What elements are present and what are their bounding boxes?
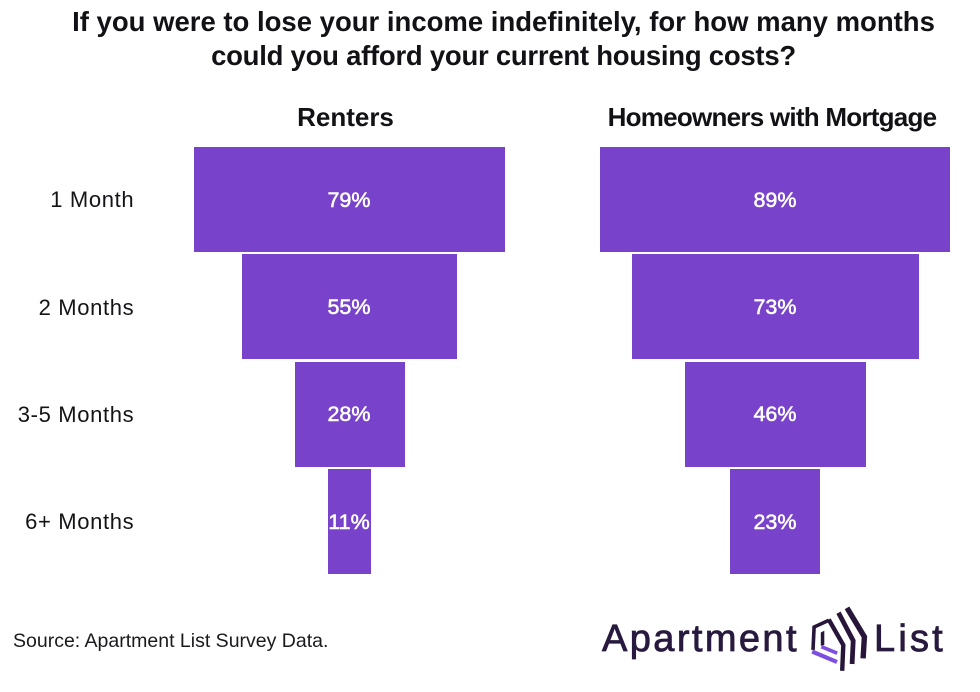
svg-text:Apartment: Apartment [602,618,799,660]
svg-text:List: List [874,618,946,660]
